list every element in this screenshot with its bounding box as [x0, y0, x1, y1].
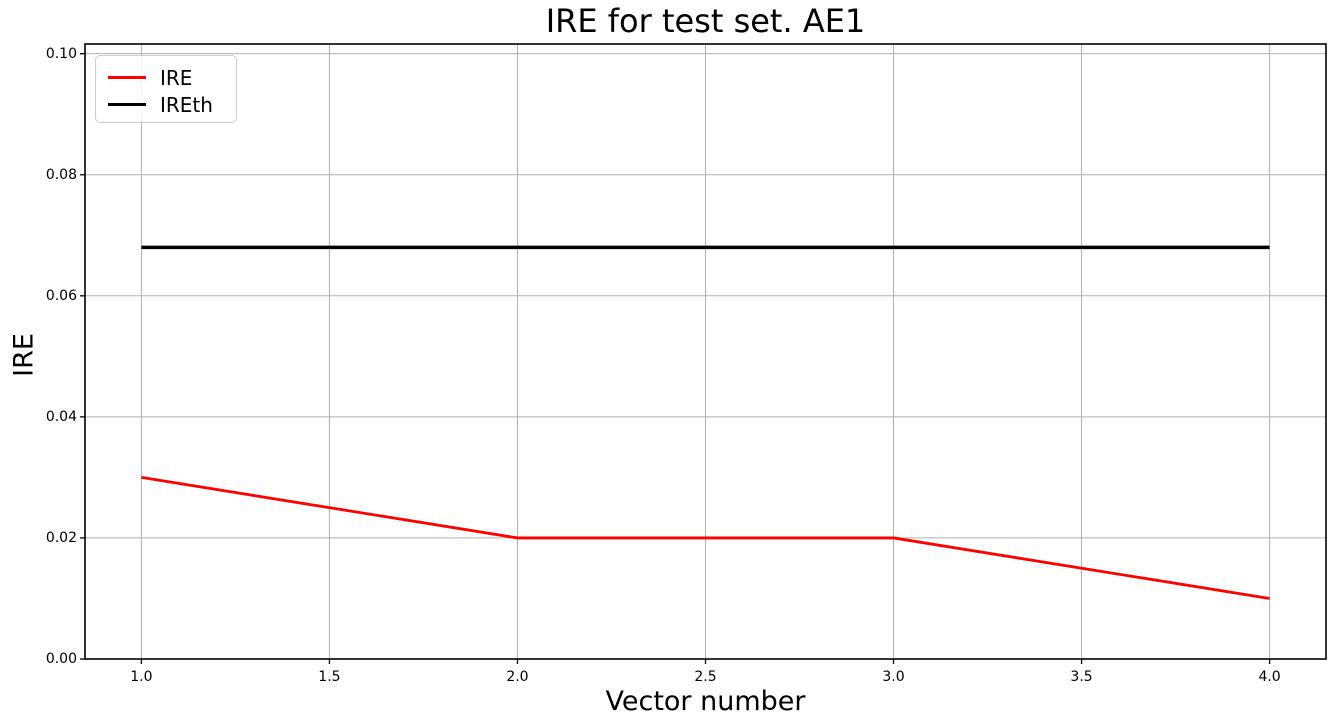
- x-tick-label: 2.0: [506, 669, 529, 685]
- x-tick-label: 1.5: [318, 669, 341, 685]
- legend-items: IRE IREth: [108, 64, 236, 118]
- legend-item-ireth: IREth: [108, 91, 236, 118]
- legend-label: IREth: [160, 92, 213, 117]
- x-tick-label: 3.0: [882, 669, 905, 685]
- y-axis-label: IRE: [8, 333, 40, 377]
- legend-line-sample: [108, 76, 146, 79]
- plot-border: [84, 43, 1327, 660]
- x-tick-label: 2.5: [694, 669, 717, 685]
- x-tick-label: 1.0: [130, 669, 153, 685]
- legend: IRE IREth: [95, 55, 237, 123]
- y-tick-label: 0.04: [45, 408, 77, 425]
- y-tick-label: 0.00: [45, 651, 77, 667]
- y-tick-label: 0.10: [45, 45, 77, 62]
- y-tick-label: 0.02: [45, 529, 77, 546]
- x-tick-label: 4.0: [1258, 669, 1281, 685]
- legend-item-ire: IRE: [108, 64, 236, 91]
- legend-label: IRE: [160, 65, 193, 90]
- legend-line-sample: [108, 102, 146, 107]
- x-tick-label: 3.5: [1070, 669, 1093, 685]
- series-line-ire: [141, 476, 1270, 600]
- y-tick-label: 0.06: [45, 287, 77, 304]
- chart-title: IRE for test set. AE1: [545, 2, 866, 40]
- y-tick-label: 0.08: [45, 166, 77, 183]
- x-axis-label: Vector number: [605, 686, 806, 717]
